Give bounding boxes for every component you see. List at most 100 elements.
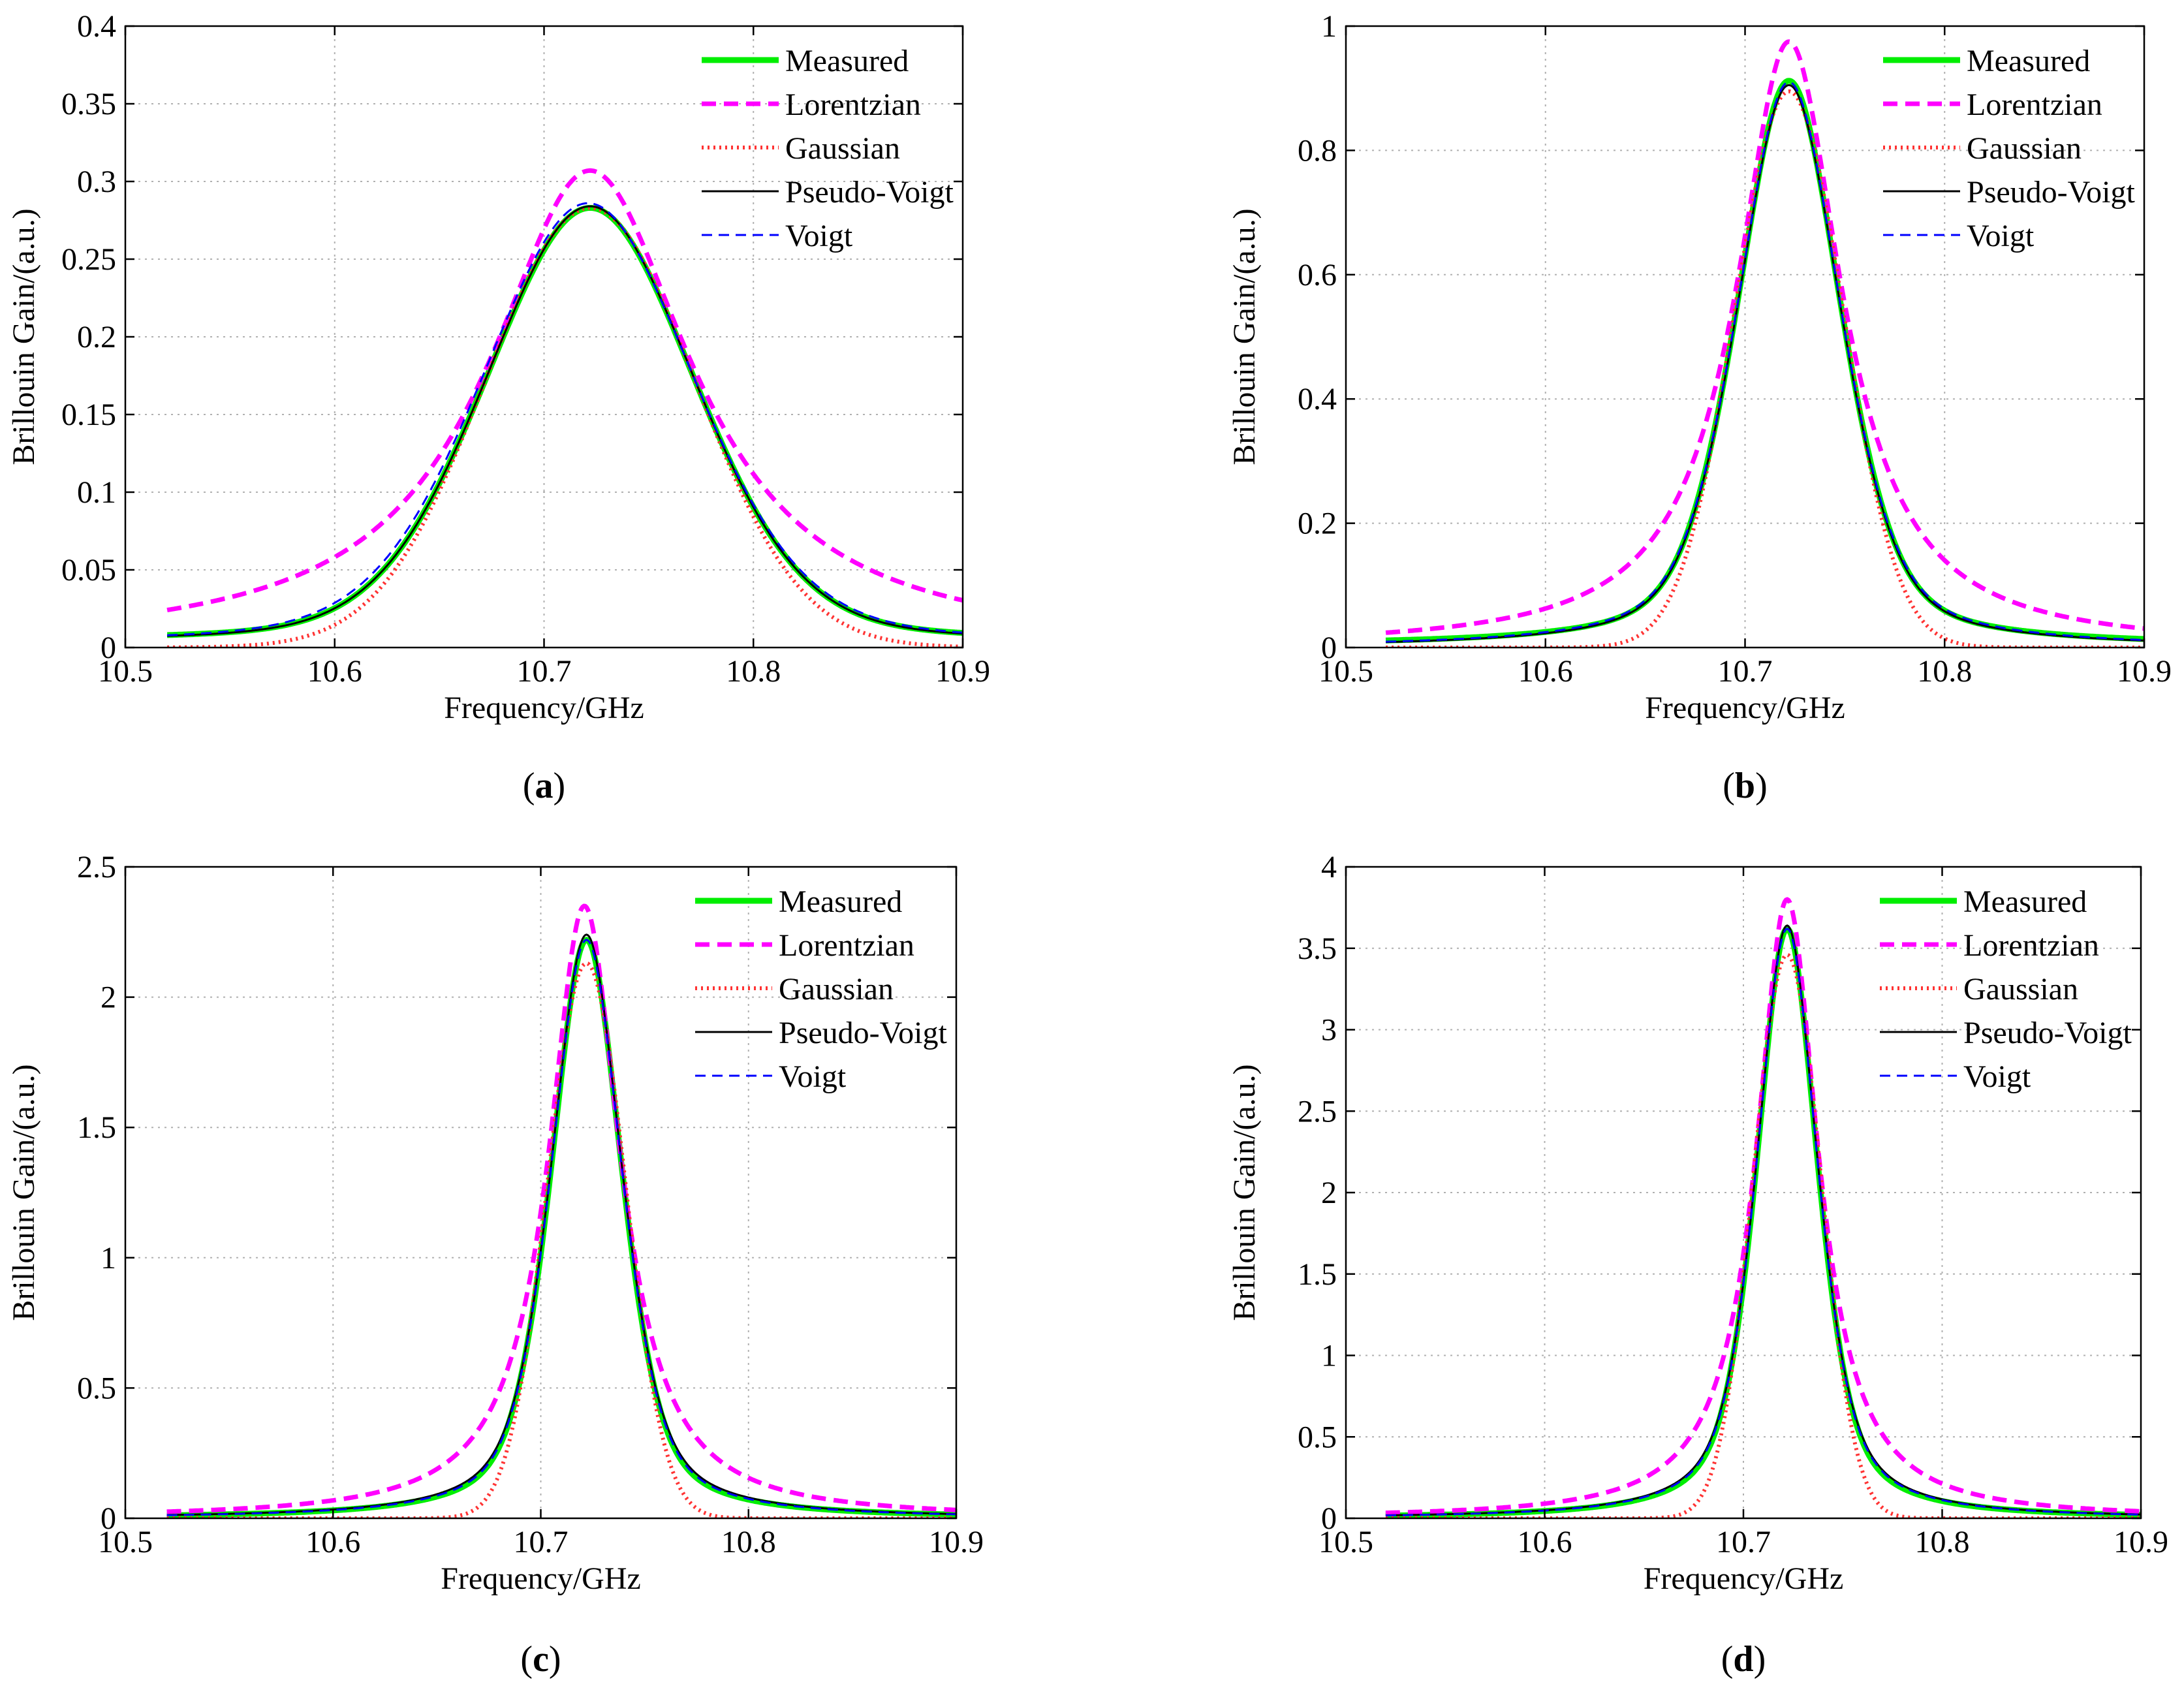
chart-panel-b: 10.5 10.6 10.7 10.8 10.9 0 0.2 0.4 0.6 0.8 1 Freque… bbox=[1227, 9, 2172, 806]
x-tick-label: 10.9 bbox=[2114, 1525, 2168, 1559]
y-tick-label: 0 bbox=[1321, 631, 1337, 665]
legend-label-lorentzian: Lorentzian bbox=[785, 87, 921, 122]
y-axis-label: Brillouin Gain/(a.u.) bbox=[1227, 1064, 1262, 1321]
legend-label-voigt: Voigt bbox=[785, 219, 853, 253]
y-tick-label: 1.5 bbox=[1298, 1257, 1337, 1292]
y-axis-label: Brillouin Gain/(a.u.) bbox=[1227, 208, 1262, 465]
chart-panel-a: 10.5 10.6 10.7 10.8 10.9 0 0.05 0.1 0.15 0.2 0.25 0… bbox=[7, 9, 990, 806]
legend-label-voigt: Voigt bbox=[1967, 219, 2035, 253]
x-axis-label: Frequency/GHz bbox=[444, 691, 644, 725]
series-line-voigt bbox=[1385, 928, 2141, 1517]
x-tick-label: 10.5 bbox=[98, 654, 153, 689]
x-tick-label: 10.6 bbox=[1518, 1525, 1572, 1559]
y-tick-label: 1 bbox=[1321, 1339, 1337, 1373]
x-tick-label: 10.8 bbox=[1917, 654, 1972, 689]
y-axis-label: Brillouin Gain/(a.u.) bbox=[7, 208, 41, 465]
x-tick-label: 10.5 bbox=[98, 1525, 153, 1559]
y-tick-label: 0.25 bbox=[61, 242, 116, 277]
legend-label-lorentzian: Lorentzian bbox=[779, 928, 914, 963]
legend-label-pseudo-voigt: Pseudo-Voigt bbox=[1967, 175, 2135, 210]
legend-label-measured: Measured bbox=[1967, 44, 2090, 78]
y-tick-label: 0.2 bbox=[1298, 507, 1337, 541]
panel-caption: (a) bbox=[523, 766, 565, 806]
x-axis-label: Frequency/GHz bbox=[1644, 1561, 1844, 1596]
series-group bbox=[1384, 897, 2141, 1518]
y-tick-label: 0.35 bbox=[61, 87, 116, 121]
y-tick-label: 0.05 bbox=[61, 553, 116, 587]
legend: Measured Lorentzian Gaussian Pseudo-Voigt Vo… bbox=[695, 884, 947, 1094]
series-line-voigt bbox=[1386, 81, 2144, 643]
x-tick-label: 10.9 bbox=[2117, 654, 2172, 689]
y-tick-label: 0.4 bbox=[77, 9, 116, 44]
y-axis-label: Brillouin Gain/(a.u.) bbox=[7, 1064, 41, 1321]
y-tick-label: 0 bbox=[101, 631, 116, 665]
chart-panel-d: 10.5 10.6 10.7 10.8 10.9 0 0.5 1 1.5 2 2.5 3 3.5 4 Fre… bbox=[1227, 850, 2168, 1680]
legend-label-pseudo-voigt: Pseudo-Voigt bbox=[785, 175, 954, 210]
legend-label-measured: Measured bbox=[1963, 884, 2087, 919]
y-tick-label: 0.2 bbox=[77, 320, 116, 354]
legend-label-lorentzian: Lorentzian bbox=[1967, 87, 2102, 122]
y-tick-label: 0 bbox=[1321, 1501, 1337, 1536]
x-tick-label: 10.6 bbox=[305, 1525, 360, 1559]
y-tick-label: 0 bbox=[101, 1501, 116, 1536]
x-tick-label: 10.7 bbox=[517, 654, 572, 689]
legend: Measured Lorentzian Gaussian Pseudo-Voigt Vo… bbox=[1880, 884, 2132, 1094]
y-tick-label: 1.5 bbox=[77, 1110, 116, 1145]
x-tick-label: 10.7 bbox=[1718, 654, 1773, 689]
series-group bbox=[165, 903, 956, 1518]
y-tick-label: 0.5 bbox=[77, 1371, 116, 1405]
x-tick-label: 10.5 bbox=[1318, 654, 1373, 689]
legend-label-gaussian: Gaussian bbox=[785, 131, 900, 166]
y-tick-label: 3.5 bbox=[1298, 931, 1337, 966]
legend-label-lorentzian: Lorentzian bbox=[1963, 928, 2099, 963]
legend-label-gaussian: Gaussian bbox=[779, 972, 894, 1007]
x-tick-label: 10.6 bbox=[1518, 654, 1573, 689]
y-tick-label: 1 bbox=[1321, 9, 1337, 44]
y-tick-label: 0.8 bbox=[1298, 133, 1337, 168]
series-group bbox=[165, 168, 963, 648]
x-tick-label: 10.9 bbox=[935, 654, 990, 689]
series-line-gaussian bbox=[1385, 89, 2144, 648]
series-line-gaussian bbox=[1384, 952, 2141, 1518]
x-tick-label: 10.7 bbox=[514, 1525, 569, 1559]
y-tick-label: 2 bbox=[1321, 1176, 1337, 1210]
y-tick-label: 2 bbox=[101, 980, 116, 1015]
legend-label-gaussian: Gaussian bbox=[1967, 131, 2082, 166]
x-tick-label: 10.5 bbox=[1318, 1525, 1373, 1559]
panel-caption: (d) bbox=[1721, 1639, 1766, 1680]
y-tick-label: 2.5 bbox=[77, 850, 116, 884]
series-line-lorentzian bbox=[1384, 39, 2144, 635]
panel-caption: (b) bbox=[1723, 766, 1767, 806]
series-line-lorentzian bbox=[166, 903, 956, 1514]
series-line-voigt bbox=[166, 939, 956, 1516]
y-tick-label: 0.6 bbox=[1298, 258, 1337, 292]
plot-area bbox=[1346, 26, 2144, 648]
x-tick-label: 10.8 bbox=[721, 1525, 776, 1559]
legend-label-voigt: Voigt bbox=[779, 1059, 847, 1094]
legend: Measured Lorentzian Gaussian Pseudo-Voigt Vo… bbox=[702, 44, 954, 253]
y-tick-label: 0.3 bbox=[77, 164, 116, 199]
legend-label-voigt: Voigt bbox=[1963, 1059, 2031, 1094]
panel-caption: (c) bbox=[520, 1639, 561, 1680]
legend-label-pseudo-voigt: Pseudo-Voigt bbox=[1963, 1016, 2132, 1050]
chart-panel-c: 10.5 10.6 10.7 10.8 10.9 0 0.5 1 1.5 2 2.5 Frequenc… bbox=[7, 850, 984, 1680]
x-tick-label: 10.7 bbox=[1716, 1525, 1771, 1559]
x-axis-label: Frequency/GHz bbox=[441, 1561, 641, 1596]
legend-label-pseudo-voigt: Pseudo-Voigt bbox=[779, 1016, 947, 1050]
x-tick-label: 10.8 bbox=[1915, 1525, 1970, 1559]
y-tick-label: 0.15 bbox=[61, 398, 116, 432]
y-tick-label: 0.4 bbox=[1298, 382, 1337, 416]
y-tick-label: 4 bbox=[1321, 850, 1337, 884]
y-tick-label: 0.1 bbox=[77, 475, 116, 510]
legend-label-gaussian: Gaussian bbox=[1963, 972, 2078, 1007]
series-line-pseudo-voigt bbox=[167, 205, 963, 637]
series-line-lorentzian bbox=[166, 168, 963, 613]
legend-label-measured: Measured bbox=[779, 884, 902, 919]
x-tick-label: 10.6 bbox=[307, 654, 362, 689]
x-tick-label: 10.8 bbox=[726, 654, 781, 689]
y-tick-label: 3 bbox=[1321, 1013, 1337, 1048]
x-axis-label: Frequency/GHz bbox=[1645, 691, 1845, 725]
x-tick-label: 10.9 bbox=[929, 1525, 984, 1559]
series-line-voigt bbox=[167, 202, 963, 636]
